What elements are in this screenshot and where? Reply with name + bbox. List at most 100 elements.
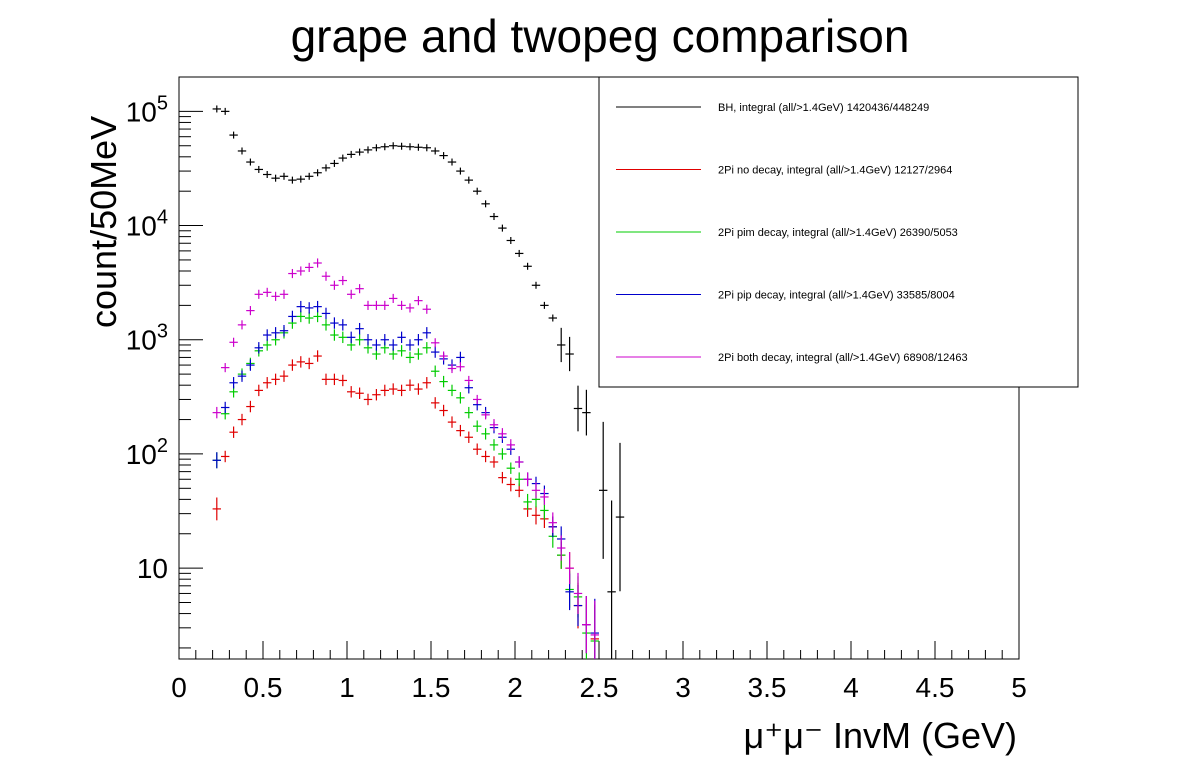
data-point	[372, 339, 381, 351]
data-point	[237, 320, 247, 330]
data-point	[263, 171, 272, 179]
data-point	[372, 300, 381, 310]
data-point	[338, 154, 347, 162]
data-point	[372, 389, 381, 401]
data-point	[531, 281, 541, 289]
data-point	[355, 284, 364, 294]
data-point	[422, 342, 431, 354]
x-tick-label: 1	[339, 672, 355, 703]
y-tick-label: 10	[137, 553, 168, 584]
data-point	[414, 348, 423, 360]
legend: BH, integral (all/>1.4GeV) 1420436/44824…	[598, 76, 1079, 388]
data-point	[548, 314, 557, 322]
data-point	[397, 142, 406, 150]
data-point	[237, 370, 247, 382]
data-point	[481, 200, 490, 208]
data-point	[246, 400, 255, 413]
data-point	[347, 289, 356, 299]
data-point	[363, 393, 373, 406]
data-point	[414, 334, 423, 346]
y-tick-label: 103	[126, 321, 168, 356]
x-tick-label: 2.5	[580, 672, 619, 703]
data-point	[473, 187, 482, 195]
data-point	[447, 416, 457, 428]
data-point	[447, 158, 457, 166]
data-point	[229, 337, 238, 347]
data-point	[498, 448, 507, 460]
data-point	[347, 386, 356, 398]
data-point	[263, 329, 272, 341]
data-point	[263, 287, 272, 297]
data-point	[456, 392, 465, 404]
data-point	[523, 472, 532, 487]
data-point	[321, 164, 331, 172]
data-point	[271, 291, 280, 301]
data-point	[254, 165, 263, 173]
data-point	[498, 471, 507, 484]
data-point	[489, 213, 499, 221]
data-point	[414, 296, 423, 306]
x-tick-label: 2	[507, 672, 523, 703]
data-point	[439, 404, 448, 417]
data-point	[313, 350, 322, 362]
data-point	[305, 302, 314, 314]
data-point	[254, 342, 263, 354]
data-point	[431, 346, 440, 358]
data-point	[473, 420, 482, 432]
x-tick-label: 1.5	[412, 672, 451, 703]
x-tick-label: 4.5	[916, 672, 955, 703]
data-point	[229, 131, 238, 139]
data-point	[439, 351, 448, 361]
data-point	[380, 143, 389, 151]
y-tick-label: 104	[126, 207, 168, 242]
data-point	[330, 159, 339, 167]
data-point	[338, 331, 347, 344]
legend-label: BH, integral (all/>1.4GeV) 1420436/44824…	[718, 102, 929, 114]
data-point	[582, 596, 591, 654]
data-point	[422, 377, 431, 389]
data-point	[397, 384, 406, 397]
data-point	[464, 176, 473, 184]
data-point	[313, 258, 322, 268]
data-point	[531, 482, 541, 499]
y-tick-label: 102	[126, 435, 168, 470]
data-point	[271, 373, 280, 386]
legend-label: 2Pi pip decay, integral (all/>1.4GeV) 33…	[718, 290, 955, 302]
data-point	[321, 319, 331, 331]
data-point	[246, 306, 255, 316]
data-point	[389, 383, 398, 395]
data-point	[540, 301, 549, 309]
data-point	[355, 387, 364, 399]
data-point	[481, 410, 490, 420]
data-point	[523, 262, 532, 270]
x-tick-label: 0.5	[244, 672, 283, 703]
data-point	[212, 497, 221, 521]
data-point	[599, 421, 608, 559]
data-point	[531, 506, 541, 525]
data-point	[279, 324, 289, 337]
legend-entries: BH, integral (all/>1.4GeV) 1420436/44824…	[616, 102, 968, 364]
data-point	[279, 172, 289, 180]
series-4	[212, 258, 599, 659]
data-point	[447, 363, 457, 374]
data-points	[212, 105, 625, 659]
data-point	[489, 456, 499, 468]
data-point	[271, 327, 280, 339]
data-point	[464, 375, 473, 386]
data-point	[405, 351, 415, 364]
data-point	[338, 275, 347, 286]
data-point	[321, 373, 331, 386]
data-point	[389, 142, 398, 150]
data-point	[456, 351, 465, 364]
data-point	[456, 167, 465, 175]
data-point	[221, 401, 230, 414]
data-point	[515, 456, 524, 468]
data-point	[615, 442, 625, 592]
data-point	[363, 334, 373, 346]
legend-label: 2Pi pim decay, integral (all/>1.4GeV) 26…	[718, 227, 958, 239]
data-point	[338, 374, 347, 387]
data-point	[481, 428, 490, 440]
legend-label: 2Pi no decay, integral (all/>1.4GeV) 121…	[718, 165, 952, 177]
data-point	[221, 107, 230, 115]
